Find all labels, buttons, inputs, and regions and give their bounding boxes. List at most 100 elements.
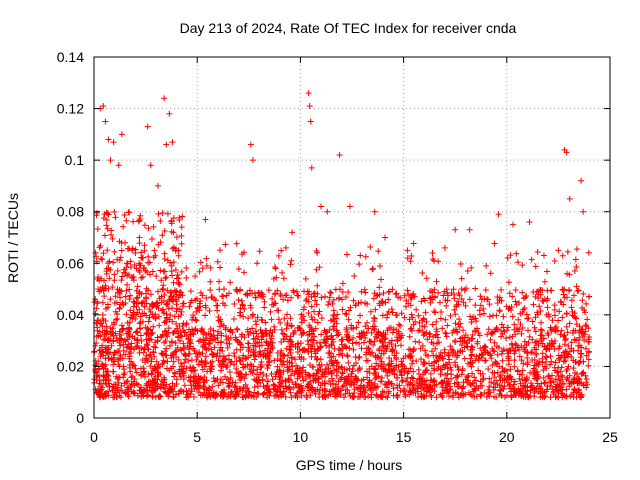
data-point xyxy=(126,362,133,369)
data-point xyxy=(496,294,503,301)
data-point xyxy=(348,322,355,329)
data-point xyxy=(316,264,323,271)
data-point xyxy=(556,308,563,315)
data-point xyxy=(479,370,486,377)
data-point xyxy=(286,377,293,384)
y-tick-label: 0.08 xyxy=(57,204,84,220)
data-point xyxy=(261,304,268,311)
data-point xyxy=(111,208,118,215)
data-point xyxy=(579,297,586,304)
data-point xyxy=(302,375,309,382)
data-point xyxy=(170,214,177,221)
data-point xyxy=(202,360,209,367)
data-point xyxy=(142,267,149,274)
data-point xyxy=(275,252,282,259)
data-point xyxy=(409,360,416,367)
data-point xyxy=(197,259,204,266)
data-point xyxy=(109,387,116,394)
data-point xyxy=(216,278,223,285)
data-point xyxy=(524,350,531,357)
data-point xyxy=(123,287,130,294)
data-point xyxy=(575,375,582,382)
data-point xyxy=(541,278,548,285)
data-point xyxy=(544,383,551,390)
data-point xyxy=(97,242,104,249)
data-point xyxy=(422,309,429,316)
data-point xyxy=(292,343,299,350)
data-point xyxy=(523,293,530,300)
data-point xyxy=(419,269,426,276)
data-point xyxy=(237,312,244,319)
data-point xyxy=(220,393,227,400)
data-point xyxy=(534,375,541,382)
data-point xyxy=(191,375,198,382)
data-point xyxy=(563,149,570,156)
data-point xyxy=(305,345,312,352)
data-point xyxy=(568,297,575,304)
data-point xyxy=(519,262,526,269)
data-point xyxy=(480,305,487,312)
data-point xyxy=(344,353,351,360)
data-point xyxy=(258,342,265,349)
data-point xyxy=(158,277,165,284)
data-point xyxy=(558,327,565,334)
data-point xyxy=(546,340,553,347)
data-point xyxy=(177,373,184,380)
data-point xyxy=(458,295,465,302)
data-point xyxy=(111,271,118,278)
data-point xyxy=(304,381,311,388)
data-point xyxy=(386,366,393,373)
data-point xyxy=(106,383,113,390)
data-point xyxy=(192,273,199,280)
data-point xyxy=(556,357,563,364)
data-point xyxy=(318,203,325,210)
data-point xyxy=(469,359,476,366)
data-point xyxy=(585,362,592,369)
data-point xyxy=(363,345,370,352)
data-point xyxy=(378,276,385,283)
data-point xyxy=(465,372,472,379)
data-point xyxy=(447,364,454,371)
data-point xyxy=(335,368,342,375)
data-point xyxy=(107,296,114,303)
data-point xyxy=(159,286,166,293)
data-point xyxy=(137,332,144,339)
data-point xyxy=(381,389,388,396)
data-point xyxy=(288,338,295,345)
data-point xyxy=(484,331,491,338)
data-point xyxy=(429,294,436,301)
data-point xyxy=(408,311,415,318)
data-point xyxy=(111,248,118,255)
data-point xyxy=(387,363,394,370)
data-point xyxy=(104,349,111,356)
data-point xyxy=(485,326,492,333)
data-point xyxy=(247,302,254,309)
data-point xyxy=(298,315,305,322)
data-point xyxy=(361,384,368,391)
data-point xyxy=(142,373,149,380)
data-point xyxy=(376,284,383,291)
data-point xyxy=(146,259,153,266)
data-point xyxy=(427,387,434,394)
data-point xyxy=(346,365,353,372)
data-point xyxy=(174,272,181,279)
data-point xyxy=(428,288,435,295)
data-point xyxy=(336,286,343,293)
data-point xyxy=(205,391,212,398)
data-point xyxy=(181,359,188,366)
data-point xyxy=(185,326,192,333)
data-point xyxy=(104,247,111,254)
data-point xyxy=(194,350,201,357)
data-point xyxy=(244,292,251,299)
data-point xyxy=(131,362,138,369)
data-point xyxy=(499,357,506,364)
data-point xyxy=(158,293,165,300)
data-point xyxy=(187,377,194,384)
data-point xyxy=(405,291,412,298)
data-point xyxy=(152,339,159,346)
data-point xyxy=(368,338,375,345)
data-point xyxy=(180,303,187,310)
data-point xyxy=(187,288,194,295)
data-point xyxy=(178,308,185,315)
data-point xyxy=(231,353,238,360)
